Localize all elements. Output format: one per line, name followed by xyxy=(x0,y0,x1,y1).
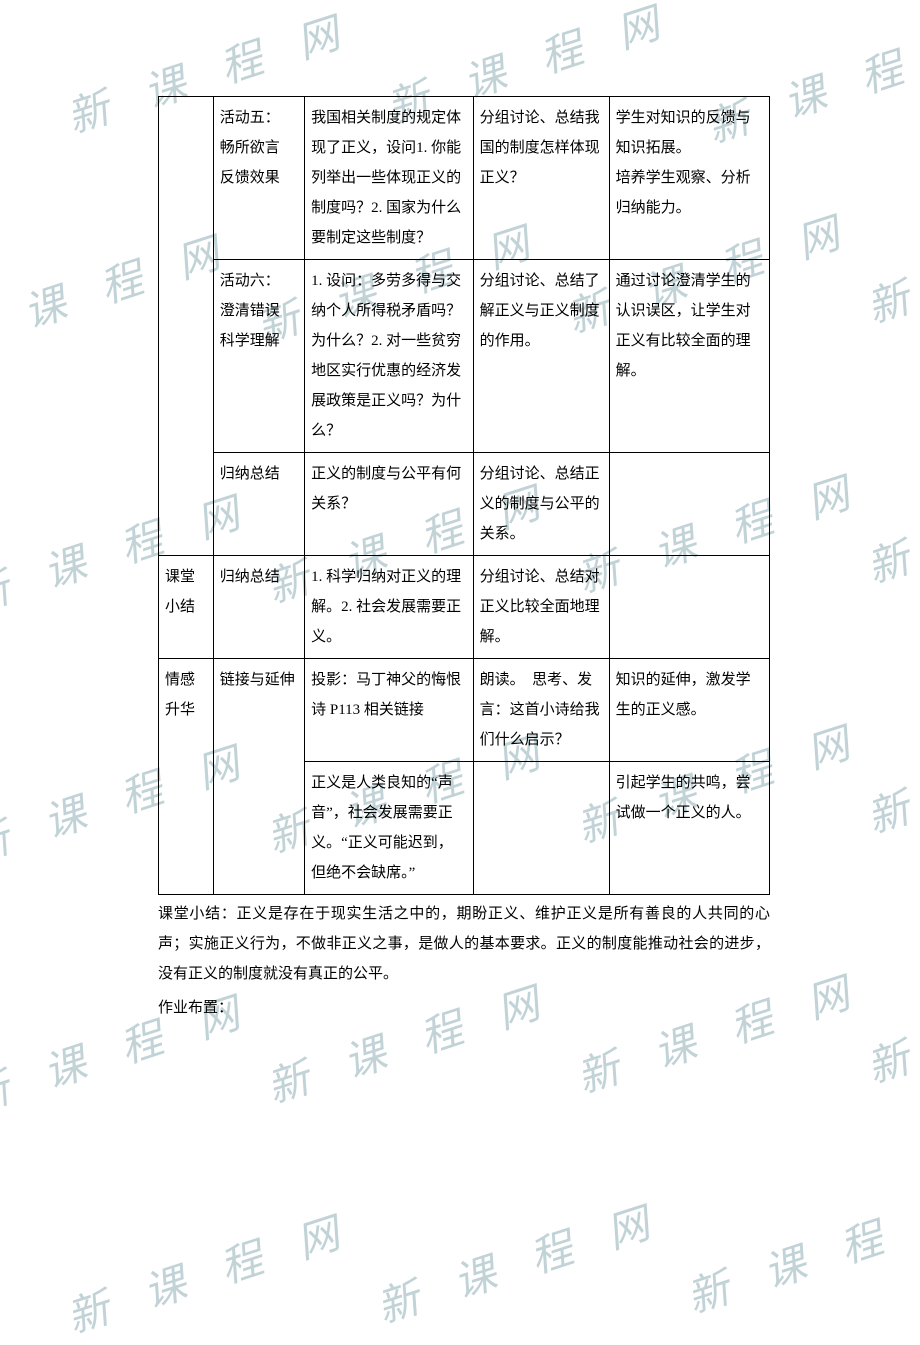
cell-teacher: 正义是人类良知的“声音”，社会发展需要正义。“正义可能迟到，但绝不会缺席。” xyxy=(305,762,473,895)
cell-section xyxy=(159,97,214,556)
cell-activity: 活动五：畅所欲言反馈效果 xyxy=(213,97,304,260)
watermark-text: 新 课 程 网 xyxy=(368,1186,670,1336)
table-row: 活动六：澄清错误科学理解 1. 设问：多劳多得与交纳个人所得税矛盾吗？为什么？2… xyxy=(159,260,770,453)
document-page: 活动五：畅所欲言反馈效果 我国相关制度的规定体现了正义，设问1. 你能列举出一些… xyxy=(0,0,920,1083)
cell-section: 情感升华 xyxy=(159,659,214,895)
lesson-plan-table: 活动五：畅所欲言反馈效果 我国相关制度的规定体现了正义，设问1. 你能列举出一些… xyxy=(158,96,770,895)
cell-intent xyxy=(609,556,769,659)
cell-section: 课堂小结 xyxy=(159,556,214,659)
cell-student: 分组讨论、总结我国的制度怎样体现正义？ xyxy=(473,97,609,260)
cell-student xyxy=(473,762,609,895)
cell-student: 分组讨论、总结对正义比较全面地理解。 xyxy=(473,556,609,659)
cell-activity: 活动六：澄清错误科学理解 xyxy=(213,260,304,453)
watermark-text: 新 课 程 网 xyxy=(678,1176,920,1326)
cell-intent: 引起学生的共鸣，尝试做一个正义的人。 xyxy=(609,762,769,895)
cell-intent: 通过讨论澄清学生的认识误区，让学生对正义有比较全面的理解。 xyxy=(609,260,769,453)
cell-activity: 归纳总结 xyxy=(213,453,304,556)
cell-student: 朗读。 思考、发言：这首小诗给我们什么启示？ xyxy=(473,659,609,762)
cell-student: 分组讨论、总结正义的制度与公平的关系。 xyxy=(473,453,609,556)
cell-teacher: 1. 设问：多劳多得与交纳个人所得税矛盾吗？为什么？2. 对一些贫穷地区实行优惠… xyxy=(305,260,473,453)
cell-intent: 学生对知识的反馈与知识拓展。培养学生观察、分析归纳能力。 xyxy=(609,97,769,260)
class-summary-paragraph: 课堂小结：正义是存在于现实生活之中的，期盼正义、维护正义是所有善良的人共同的心声… xyxy=(158,899,770,989)
cell-activity: 链接与延伸 xyxy=(213,659,304,895)
cell-intent xyxy=(609,453,769,556)
watermark-text: 新 课 程 网 xyxy=(58,1196,360,1345)
table-row: 课堂小结 归纳总结 1. 科学归纳对正义的理解。2. 社会发展需要正义。 分组讨… xyxy=(159,556,770,659)
table-row: 情感升华 链接与延伸 投影：马丁神父的悔恨诗 P113 相关链接 朗读。 思考、… xyxy=(159,659,770,762)
cell-teacher: 1. 科学归纳对正义的理解。2. 社会发展需要正义。 xyxy=(305,556,473,659)
table-row: 活动五：畅所欲言反馈效果 我国相关制度的规定体现了正义，设问1. 你能列举出一些… xyxy=(159,97,770,260)
cell-teacher: 正义的制度与公平有何关系？ xyxy=(305,453,473,556)
homework-label: 作业布置： xyxy=(158,993,770,1023)
cell-teacher: 我国相关制度的规定体现了正义，设问1. 你能列举出一些体现正义的制度吗？2. 国… xyxy=(305,97,473,260)
cell-intent: 知识的延伸，激发学生的正义感。 xyxy=(609,659,769,762)
cell-student: 分组讨论、总结了解正义与正义制度的作用。 xyxy=(473,260,609,453)
table-row: 归纳总结 正义的制度与公平有何关系？ 分组讨论、总结正义的制度与公平的关系。 xyxy=(159,453,770,556)
cell-activity: 归纳总结 xyxy=(213,556,304,659)
cell-teacher: 投影：马丁神父的悔恨诗 P113 相关链接 xyxy=(305,659,473,762)
